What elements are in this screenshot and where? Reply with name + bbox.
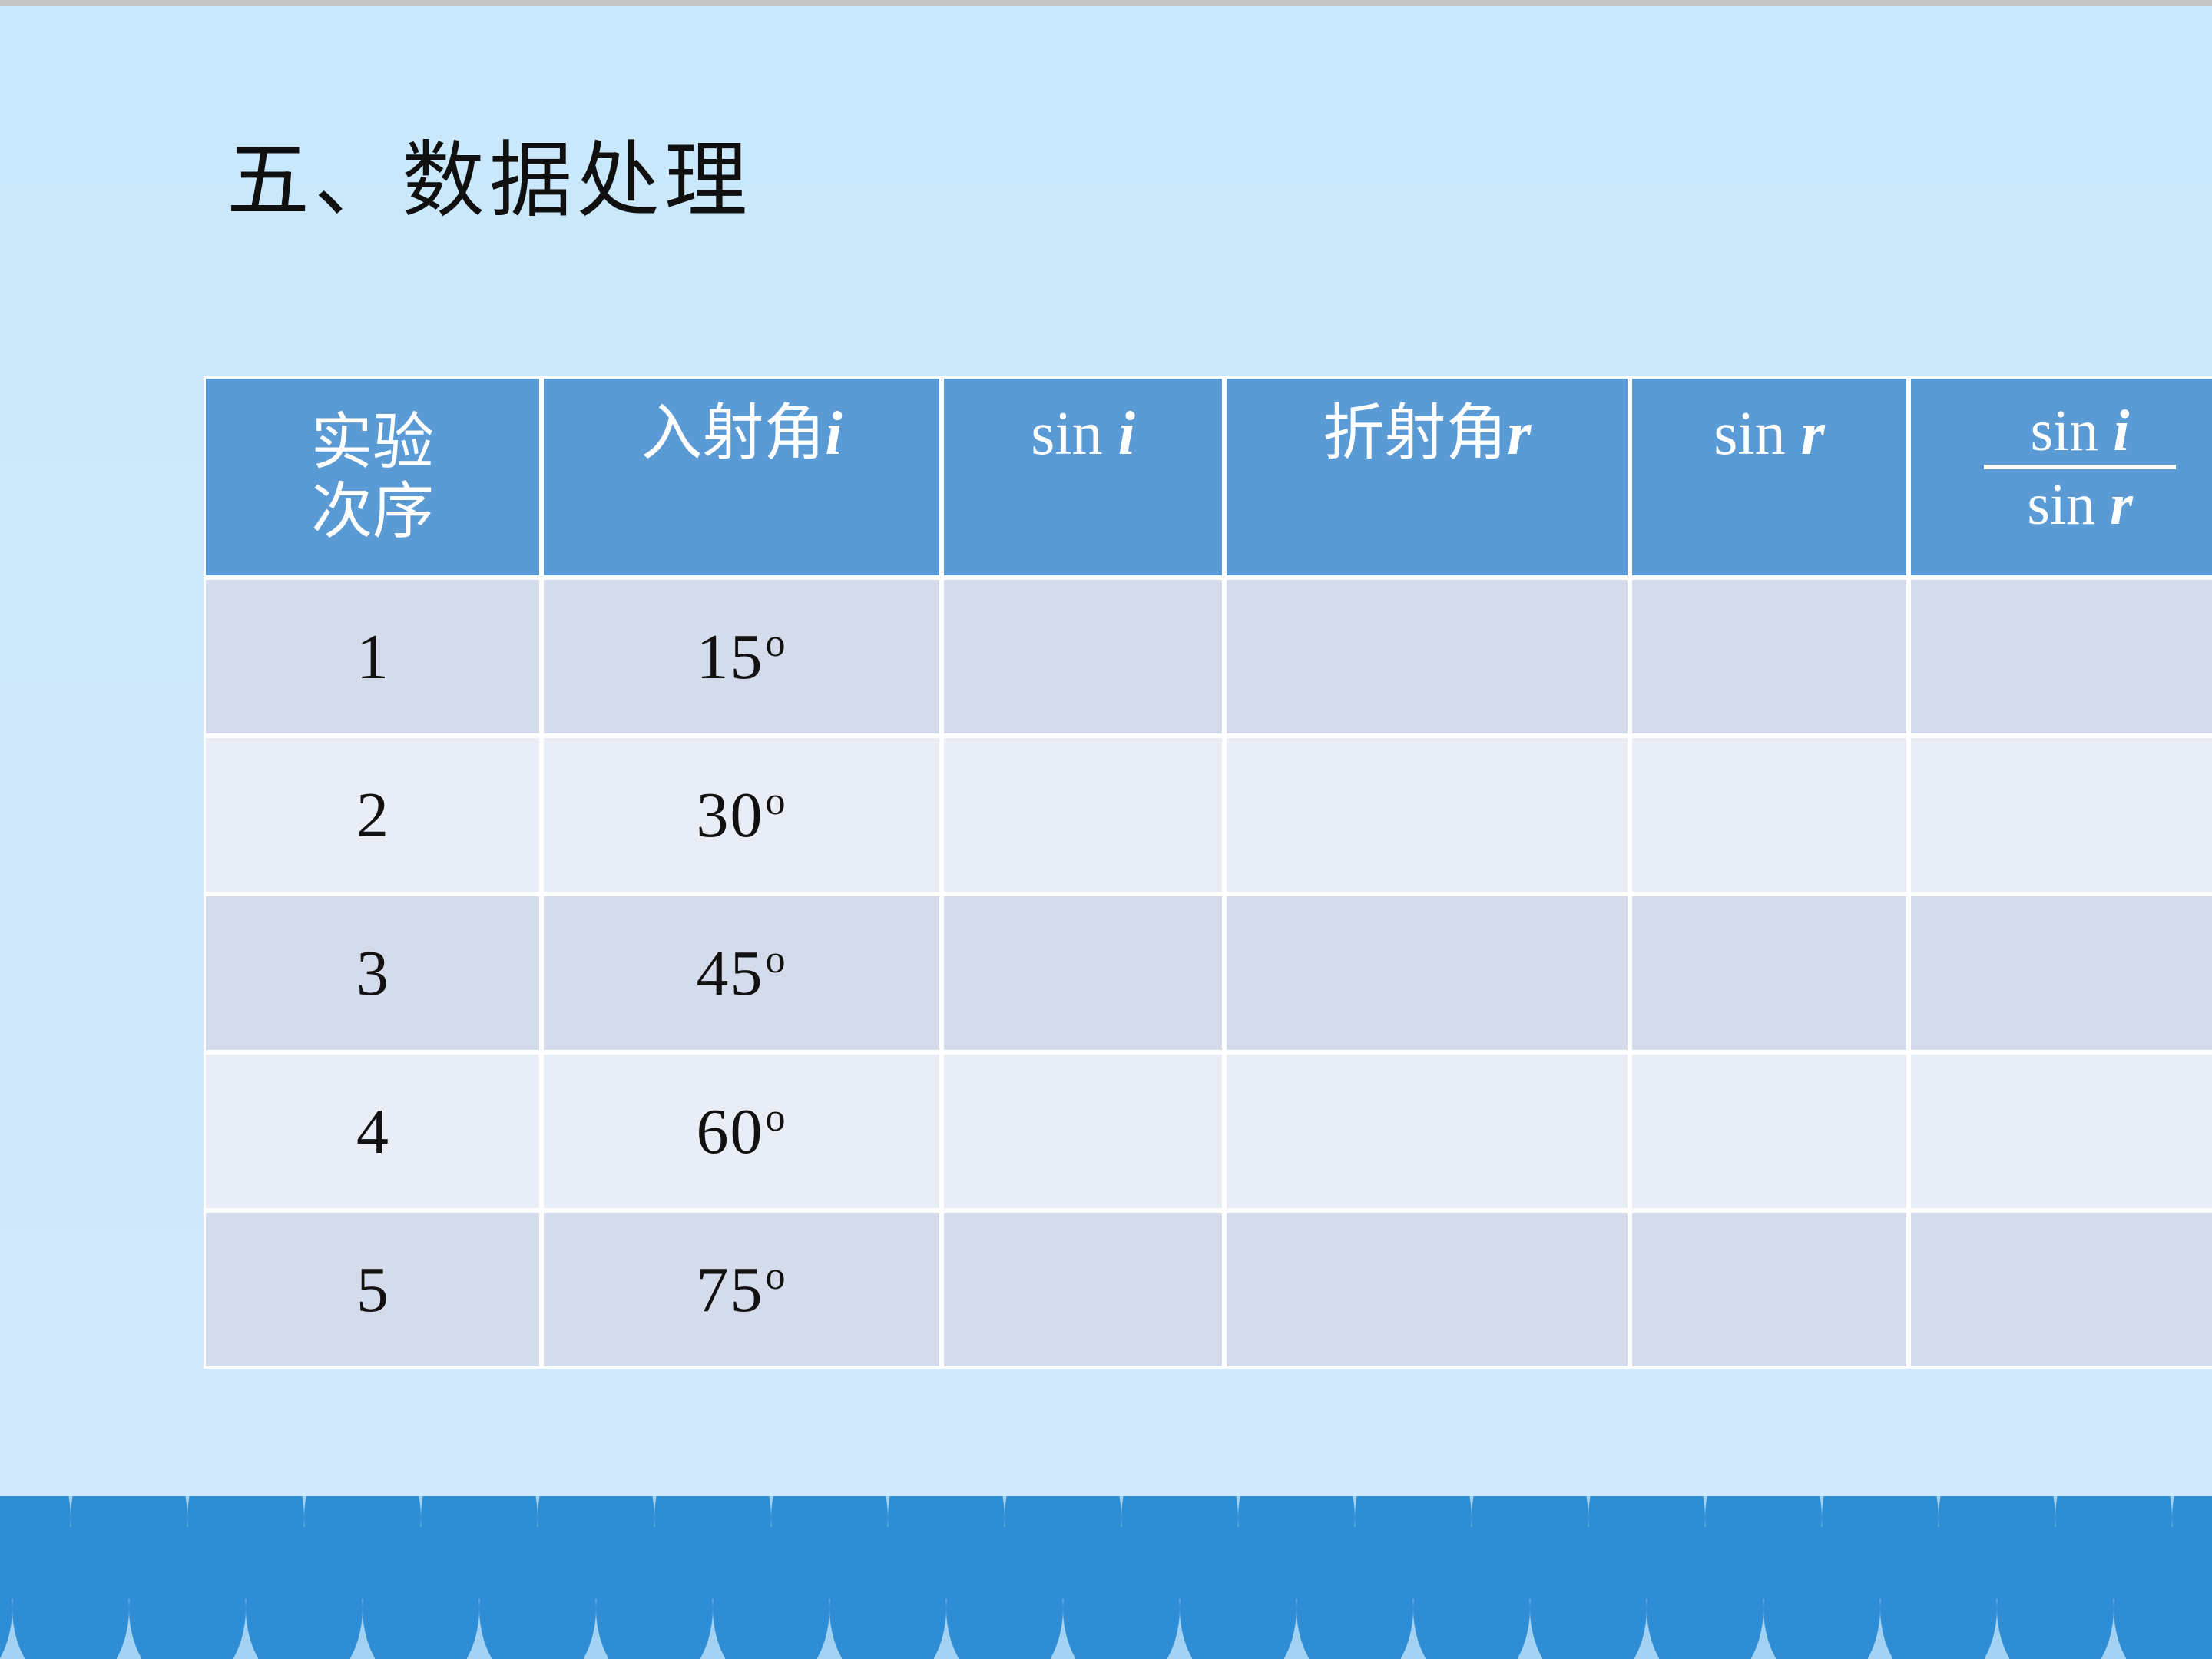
- cell-order: 1: [204, 578, 541, 736]
- cell-incident-angle: 30o: [541, 736, 942, 894]
- bubble-shape: [830, 1527, 946, 1659]
- bubble-shape: [1413, 1527, 1530, 1659]
- column-header-refraction-angle-text: 折射角: [1323, 400, 1508, 468]
- cell-sin-r[interactable]: [1630, 894, 1909, 1052]
- column-header-sin-ratio: sin i sin r: [1909, 376, 2212, 578]
- column-header-incident-angle-text: 入射角: [641, 400, 826, 468]
- sin-ratio-numerator: sin i: [2026, 402, 2134, 465]
- cell-sin-ratio[interactable]: [1909, 578, 2212, 736]
- cell-order: 4: [204, 1052, 541, 1210]
- bubble-shape: [1530, 1527, 1647, 1659]
- bubble-shape: [479, 1527, 596, 1659]
- data-processing-table: 实验 次序 入射角i sin i: [204, 376, 2212, 1369]
- column-header-order-line1: 实验: [311, 409, 434, 478]
- column-header-order: 实验 次序: [204, 376, 541, 578]
- column-header-sin-r-symbol: r: [1800, 400, 1825, 468]
- degree-icon: o: [765, 1095, 787, 1140]
- footer-decoration-band: [0, 1496, 2212, 1659]
- bubble-shape: [1997, 1527, 2114, 1659]
- cell-order: 5: [204, 1210, 541, 1369]
- cell-sin-r[interactable]: [1630, 1210, 1909, 1369]
- degree-icon: o: [765, 621, 787, 665]
- cell-incident-angle: 15o: [541, 578, 942, 736]
- sin-ratio-denominator-fn: sin: [2027, 472, 2096, 537]
- bubble-shape: [12, 1527, 129, 1659]
- cell-incident-angle-value: 15: [696, 621, 764, 693]
- cell-sin-i[interactable]: [942, 1052, 1224, 1210]
- bubble-shape: [1763, 1527, 1880, 1659]
- degree-icon: o: [765, 1253, 787, 1298]
- column-header-sin-r: sin r: [1630, 376, 1909, 578]
- column-header-sin-i-fn: sin: [1031, 400, 1103, 468]
- top-strip: [0, 0, 2212, 6]
- column-header-incident-angle: 入射角i: [541, 376, 942, 578]
- cell-sin-i[interactable]: [942, 894, 1224, 1052]
- cell-refraction-angle[interactable]: [1224, 1052, 1630, 1210]
- bubble-shape: [129, 1527, 246, 1659]
- cell-refraction-angle[interactable]: [1224, 578, 1630, 736]
- bubble-shape: [1880, 1527, 1997, 1659]
- bubble-shape: [1180, 1527, 1296, 1659]
- column-header-sin-i: sin i: [942, 376, 1224, 578]
- table-row: 2 30o: [204, 736, 2212, 894]
- table-header-row: 实验 次序 入射角i sin i: [204, 376, 2212, 578]
- column-header-sin-r-fn: sin: [1714, 400, 1786, 468]
- sin-ratio-denominator: sin r: [2022, 469, 2137, 534]
- fraction-bar: [1984, 465, 2176, 469]
- cell-sin-ratio[interactable]: [1909, 894, 2212, 1052]
- cell-incident-angle: 75o: [541, 1210, 942, 1369]
- page-title: 五、数据处理: [227, 136, 753, 227]
- column-header-refraction-angle: 折射角r: [1224, 376, 1630, 578]
- cell-incident-angle: 60o: [541, 1052, 942, 1210]
- cell-sin-i[interactable]: [942, 1210, 1224, 1369]
- cell-order: 2: [204, 736, 541, 894]
- sin-ratio-numerator-fn: sin: [2030, 399, 2099, 463]
- sin-ratio-denominator-symbol: r: [2110, 472, 2133, 537]
- column-header-refraction-angle-symbol: r: [1507, 400, 1532, 468]
- table-row: 3 45o: [204, 894, 2212, 1052]
- sin-ratio-fraction: sin i sin r: [1984, 402, 2176, 534]
- cell-refraction-angle[interactable]: [1224, 894, 1630, 1052]
- column-header-order-line2: 次序: [311, 478, 434, 546]
- cell-refraction-angle[interactable]: [1224, 1210, 1630, 1369]
- bubble-shape: [1296, 1527, 1413, 1659]
- bubble-shape: [946, 1527, 1063, 1659]
- cell-sin-i[interactable]: [942, 578, 1224, 736]
- table-row: 4 60o: [204, 1052, 2212, 1210]
- cell-sin-ratio[interactable]: [1909, 1210, 2212, 1369]
- cell-incident-angle: 45o: [541, 894, 942, 1052]
- cell-refraction-angle[interactable]: [1224, 736, 1630, 894]
- cell-sin-r[interactable]: [1630, 578, 1909, 736]
- cell-incident-angle-value: 75: [696, 1253, 764, 1326]
- cell-incident-angle-value: 60: [696, 1095, 764, 1167]
- bubble-shape: [363, 1527, 479, 1659]
- cell-sin-ratio[interactable]: [1909, 736, 2212, 894]
- cell-sin-r[interactable]: [1630, 736, 1909, 894]
- degree-icon: o: [765, 779, 787, 823]
- column-header-incident-angle-symbol: i: [825, 400, 843, 468]
- bubble-shape: [1647, 1527, 1763, 1659]
- sin-ratio-numerator-symbol: i: [2113, 399, 2130, 463]
- column-header-sin-i-symbol: i: [1118, 400, 1135, 468]
- cell-sin-ratio[interactable]: [1909, 1052, 2212, 1210]
- cell-incident-angle-value: 45: [696, 937, 764, 1009]
- bubble-shape: [246, 1527, 363, 1659]
- table-body: 1 15o 2 30o 3 45o: [204, 578, 2212, 1369]
- table-header: 实验 次序 入射角i sin i: [204, 376, 2212, 578]
- bubble-shape: [1063, 1527, 1180, 1659]
- bubble-shape: [713, 1527, 830, 1659]
- bubble-shape: [596, 1527, 713, 1659]
- cell-sin-r[interactable]: [1630, 1052, 1909, 1210]
- table-row: 5 75o: [204, 1210, 2212, 1369]
- degree-icon: o: [765, 937, 787, 982]
- table-row: 1 15o: [204, 578, 2212, 736]
- cell-sin-i[interactable]: [942, 736, 1224, 894]
- cell-order: 3: [204, 894, 541, 1052]
- cell-incident-angle-value: 30: [696, 779, 764, 851]
